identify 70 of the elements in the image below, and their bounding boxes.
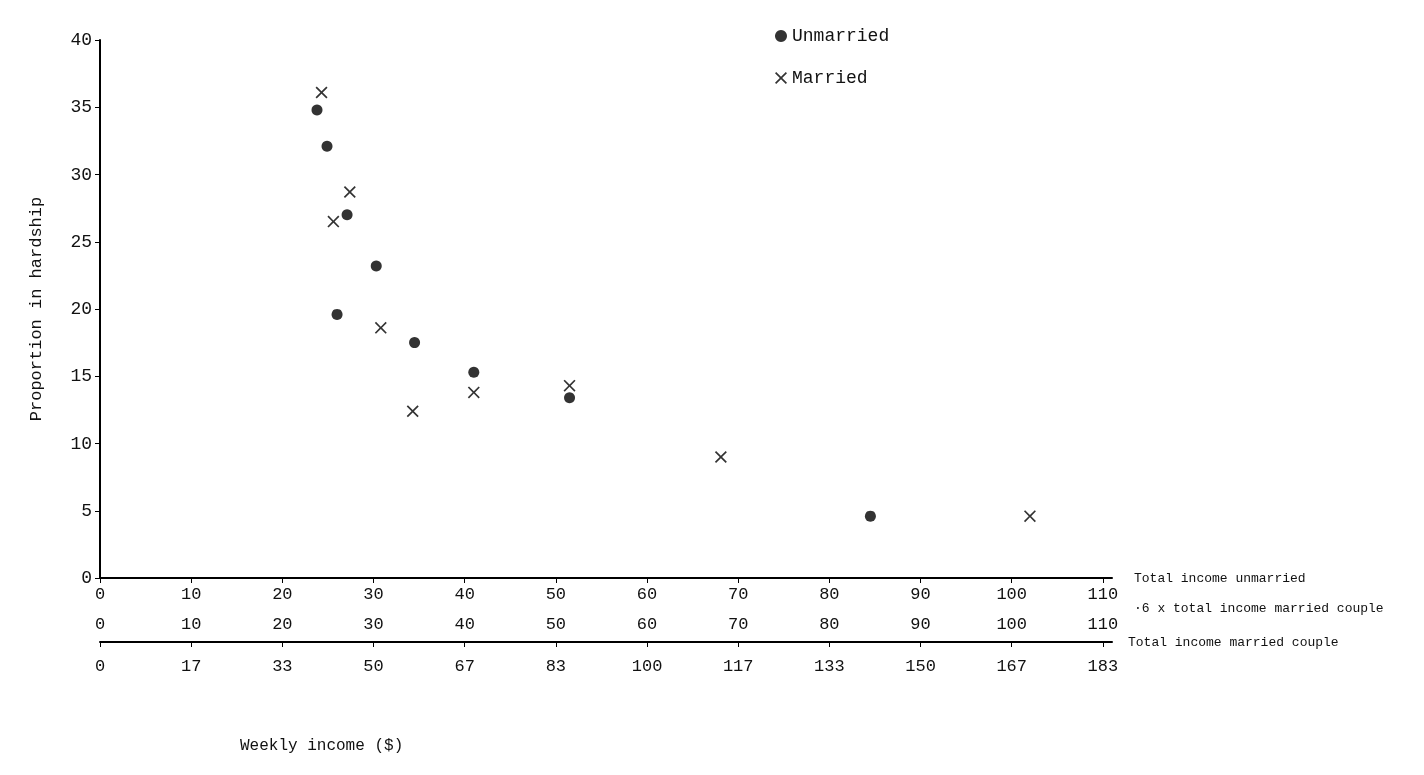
text: 167 xyxy=(996,657,1028,676)
point xyxy=(468,366,480,378)
text: 150 xyxy=(905,657,936,676)
point xyxy=(409,337,421,349)
x2-tick-label: 0 xyxy=(94,615,106,634)
x2-tick-label: 80 xyxy=(819,615,840,634)
x2-tick-label: 70 xyxy=(728,615,749,634)
x2-tick-label: 50 xyxy=(545,615,567,634)
y-tick-label: 5 xyxy=(81,500,92,521)
point xyxy=(563,379,576,392)
legend-label: Married xyxy=(792,68,868,88)
text: 50 xyxy=(363,657,384,676)
x-tick-label: 100 xyxy=(996,585,1028,604)
text: Weekly income ($) xyxy=(240,737,404,755)
text: Total income married couple xyxy=(1128,635,1339,650)
y-tick-label: 15 xyxy=(70,366,92,387)
point xyxy=(315,86,328,99)
point xyxy=(311,104,323,116)
text: 33 xyxy=(272,657,293,676)
x-tick-label: 30 xyxy=(363,585,384,604)
x-axis-title: Total income unmarried xyxy=(1134,570,1306,586)
x2-tick-label: 20 xyxy=(272,615,293,634)
x2-tick-label: 60 xyxy=(636,615,658,634)
text: 0 xyxy=(94,657,106,676)
x2-axis-title: ·6 x total income married couple xyxy=(1134,600,1384,616)
point xyxy=(864,510,876,522)
text: 17 xyxy=(180,657,202,676)
y-tick-label: 25 xyxy=(70,231,92,252)
point xyxy=(374,321,387,334)
x2-tick-label: 100 xyxy=(996,615,1028,634)
point xyxy=(331,308,343,320)
x-tick-label: 0 xyxy=(94,585,106,604)
y-tick-label: 40 xyxy=(70,30,92,50)
legend-label: Unmarried xyxy=(792,26,890,46)
x-tick-label: 110 xyxy=(1087,585,1119,604)
x-tick-label: 60 xyxy=(636,585,658,604)
x2-tick-label: 30 xyxy=(363,615,384,634)
point xyxy=(341,209,353,221)
text: 83 xyxy=(545,657,567,676)
text: 67 xyxy=(454,657,475,676)
text: 183 xyxy=(1087,657,1119,676)
point xyxy=(406,405,419,418)
point xyxy=(714,450,727,463)
y-tick-label: 0 xyxy=(81,568,92,588)
y-tick-label: 20 xyxy=(70,299,92,319)
y-tick-label: 35 xyxy=(70,97,92,118)
text: 133 xyxy=(814,657,845,676)
y-axis-title: Proportion in hardship xyxy=(27,196,46,422)
x2-tick-label: 110 xyxy=(1087,615,1119,634)
text: 100 xyxy=(631,657,663,676)
y-tick-label: 10 xyxy=(70,433,92,454)
x-tick-label: 90 xyxy=(910,585,931,604)
x-tick-label: 40 xyxy=(454,585,475,604)
x-tick-label: 80 xyxy=(819,585,840,604)
x2-tick-label: 40 xyxy=(454,615,475,634)
point xyxy=(321,140,333,152)
x2-tick-label: 10 xyxy=(180,615,202,634)
x2-tick-label: 90 xyxy=(910,615,931,634)
point xyxy=(564,392,576,404)
point xyxy=(343,185,356,198)
text: 117 xyxy=(722,657,754,676)
x-tick-label: 70 xyxy=(728,585,749,604)
x-tick-label: 10 xyxy=(180,585,202,604)
x-tick-label: 50 xyxy=(545,585,567,604)
x-tick-label: 20 xyxy=(272,585,293,604)
point xyxy=(370,260,382,272)
point xyxy=(467,386,480,399)
point xyxy=(1023,510,1036,523)
y-tick-label: 30 xyxy=(70,164,92,185)
point xyxy=(327,215,340,228)
